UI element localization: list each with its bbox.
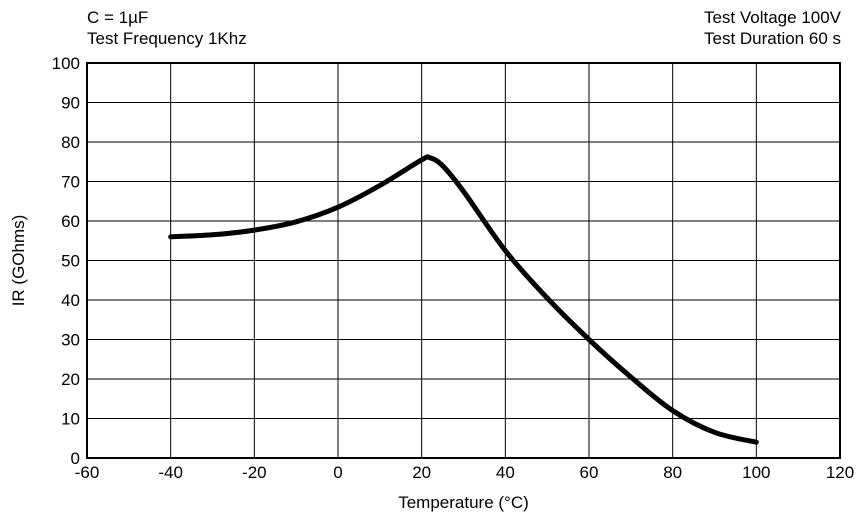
- x-tick-label: 120: [826, 463, 854, 482]
- x-axis-title: Temperature (°C): [398, 493, 529, 512]
- ir-curve-line: [168, 154, 759, 445]
- y-tick-label: 80: [61, 133, 80, 152]
- y-tick-label: 60: [61, 212, 80, 231]
- capacitance-annotation: C = 1µF: [87, 8, 149, 27]
- x-tick-label: -40: [158, 463, 183, 482]
- y-axis-ticks: 0 10 20 30 40 50 60 70 80 90 100: [52, 54, 80, 468]
- x-axis-ticks: -60 -40 -20 0 20 40 60 80 100 120: [75, 463, 854, 482]
- y-tick-label: 10: [61, 410, 80, 429]
- plot-frame: [86, 62, 841, 459]
- test-voltage-annotation: Test Voltage 100V: [703, 8, 841, 27]
- y-tick-label: 0: [71, 449, 80, 468]
- y-tick-label: 50: [61, 252, 80, 271]
- test-frequency-annotation: Test Frequency 1Khz: [87, 29, 247, 48]
- y-tick-label: 90: [61, 94, 80, 113]
- grid: [86, 62, 841, 459]
- y-tick-label: 70: [61, 173, 80, 192]
- x-tick-label: 60: [580, 463, 599, 482]
- x-tick-label: 20: [412, 463, 431, 482]
- y-tick-label: 100: [52, 54, 80, 73]
- y-axis-title: IR (GOhms): [9, 215, 28, 307]
- y-tick-label: 20: [61, 370, 80, 389]
- x-tick-label: 80: [663, 463, 682, 482]
- x-tick-label: 0: [333, 463, 342, 482]
- x-tick-label: 40: [496, 463, 515, 482]
- y-tick-label: 30: [61, 331, 80, 350]
- x-tick-label: -60: [75, 463, 100, 482]
- x-tick-label: -20: [242, 463, 267, 482]
- x-tick-label: 100: [742, 463, 770, 482]
- y-tick-label: 40: [61, 291, 80, 310]
- test-duration-annotation: Test Duration 60 s: [703, 29, 841, 48]
